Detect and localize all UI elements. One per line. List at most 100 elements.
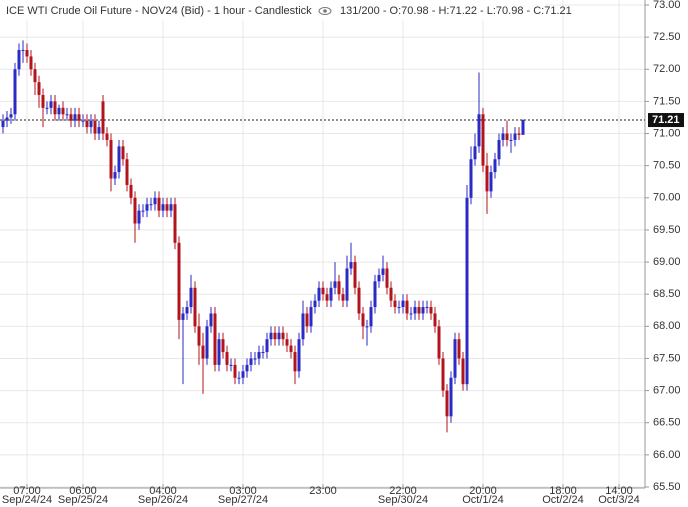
candle-body (357, 287, 361, 314)
candle-body (193, 287, 197, 327)
candle-body (521, 120, 525, 135)
candle-body (205, 326, 209, 359)
candle-body (513, 133, 517, 140)
candle-body (29, 56, 33, 70)
x-tick-label: 20:00 (469, 485, 497, 497)
candle-body (329, 287, 333, 301)
candle-body (501, 133, 505, 140)
y-tick-label: 73.00 (653, 0, 681, 11)
candle-body (101, 101, 105, 134)
y-tick-label: 70.00 (653, 192, 681, 204)
candle-body (441, 358, 445, 391)
y-tick-label: 68.00 (653, 320, 681, 332)
candle-body (161, 204, 165, 211)
y-tick-label: 66.00 (653, 449, 681, 461)
candle-body (149, 204, 153, 206)
candle-body (121, 146, 125, 160)
candle-body (41, 94, 45, 108)
x-tick-label: 06:00 (69, 485, 97, 497)
y-tick-label: 69.00 (653, 256, 681, 268)
candle-body (45, 107, 49, 109)
candle-body (233, 364, 237, 378)
candle-body (361, 313, 365, 327)
candle-body (269, 332, 273, 340)
candle-body (333, 281, 337, 288)
eye-icon[interactable] (318, 7, 332, 15)
candle-body (185, 307, 189, 314)
candle-body (401, 300, 405, 308)
candle-body (301, 313, 305, 340)
header-bg (0, 0, 545, 20)
candle-body (173, 204, 177, 243)
x-tick-date: Sep/27/24 (218, 494, 268, 506)
x-tick-label: 07:00 (13, 485, 41, 497)
candle-body (405, 300, 409, 314)
candle-body (1, 120, 5, 128)
candle-body (389, 287, 393, 301)
candle-body (285, 339, 289, 346)
candle-body (117, 146, 121, 173)
candle-body (517, 133, 521, 135)
x-tick-label: 22:00 (389, 485, 417, 497)
candle-body (385, 268, 389, 288)
candle-body (449, 377, 453, 417)
candle-body (437, 326, 441, 359)
candle-body (153, 197, 157, 205)
candle-body (89, 120, 93, 128)
candle-body (165, 204, 169, 211)
x-tick-date: Oct/1/24 (462, 494, 504, 506)
candle-body (57, 107, 61, 115)
candle-body (317, 287, 321, 301)
candle-body (481, 114, 485, 166)
x-tick-label: 23:00 (309, 485, 337, 497)
x-tick-label: 14:00 (605, 485, 633, 497)
candle-body (13, 69, 17, 115)
candle-body (293, 352, 297, 372)
candle-body (273, 332, 277, 340)
candle-body (133, 197, 137, 224)
x-tick-date: Oct/3/24 (598, 494, 640, 506)
candle-body (373, 281, 377, 308)
candle-body (33, 69, 37, 83)
candle-body (189, 287, 193, 308)
candle-body (325, 294, 329, 301)
y-tick-label: 68.50 (653, 288, 681, 300)
candle-body (489, 172, 493, 192)
x-tick-date: Sep/24/24 (2, 494, 52, 506)
candle-body (97, 127, 101, 134)
candle-body (313, 300, 317, 308)
candle-body (265, 339, 269, 353)
eye-outline[interactable] (318, 7, 332, 15)
x-tick-date: Sep/25/24 (58, 494, 108, 506)
candle-body (217, 339, 221, 365)
candle-body (321, 287, 325, 295)
candles (1, 40, 525, 433)
candle-body (245, 364, 249, 372)
candle-body (277, 332, 281, 340)
candle-body (337, 281, 341, 295)
candle-body (49, 101, 53, 108)
last-price-label: 71.21 (652, 114, 680, 126)
candle-body (201, 345, 205, 359)
candle-body (69, 114, 73, 121)
y-tick-label: 65.50 (653, 481, 681, 493)
candle-body (241, 371, 245, 378)
eye-pupil[interactable] (323, 9, 327, 13)
candle-body (377, 274, 381, 282)
x-tick-label: 18:00 (549, 485, 577, 497)
candle-body (169, 204, 173, 211)
candle-body (493, 159, 497, 173)
candle-body (137, 210, 141, 224)
candle-body (253, 358, 257, 360)
candle-body (9, 114, 13, 118)
candle-body (465, 197, 469, 385)
candle-body (53, 101, 57, 115)
candle-body (429, 307, 433, 314)
candle-body (393, 300, 397, 308)
candle-body (65, 114, 69, 116)
candle-body (505, 133, 509, 140)
candle-body (17, 49, 21, 70)
candle-body (353, 262, 357, 288)
